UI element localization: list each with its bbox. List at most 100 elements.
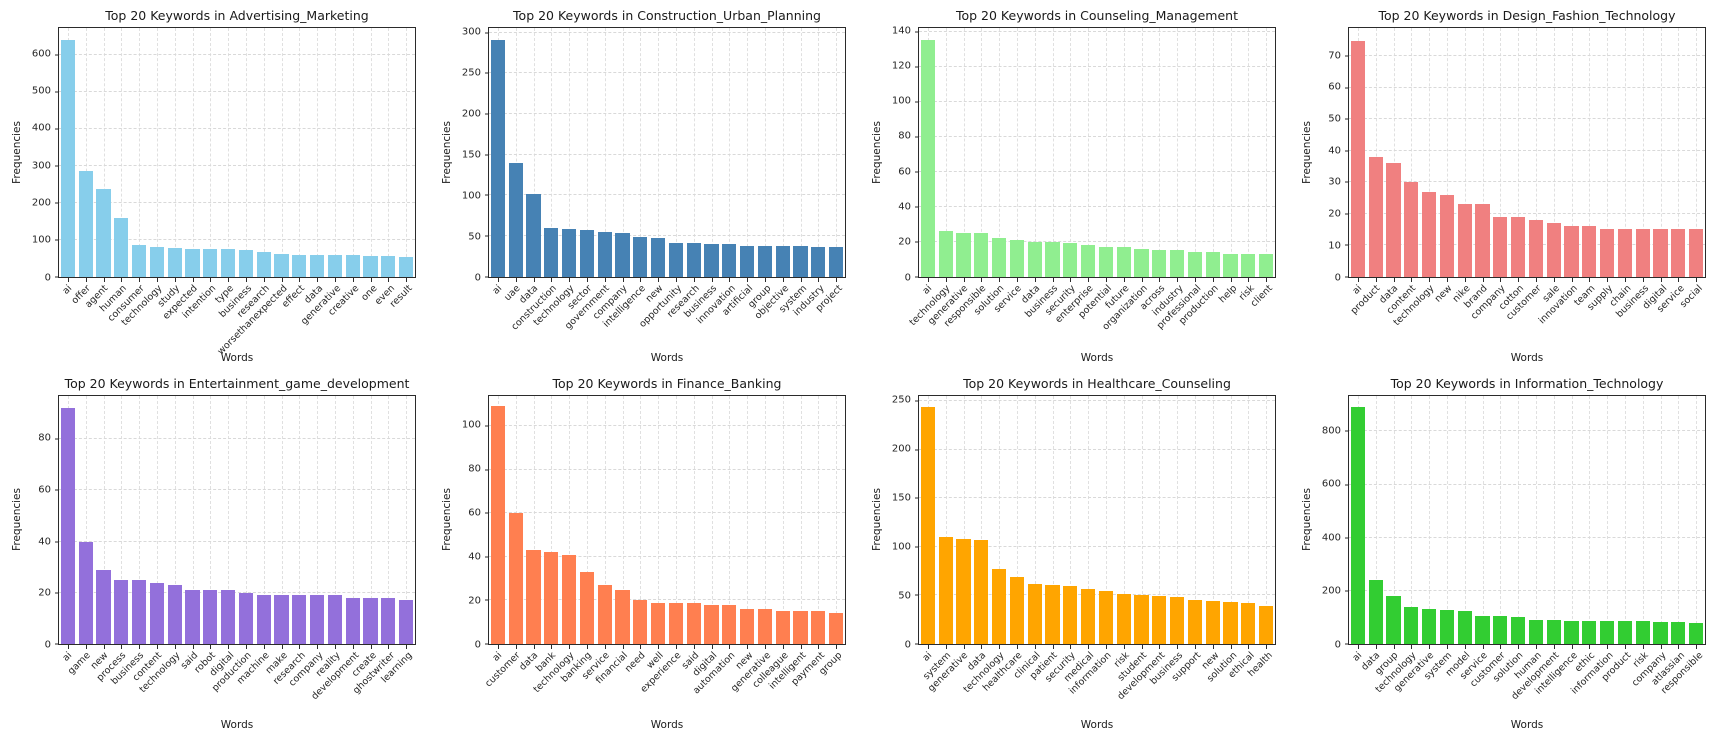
bar-even [381, 256, 396, 277]
y-tick-mark [485, 72, 489, 74]
h-gridline [1349, 149, 1705, 151]
bar-bank [544, 552, 559, 644]
v-gridline [1212, 28, 1214, 277]
y-tick-label: 100 [461, 190, 481, 202]
y-axis-label: Frequencies [11, 488, 23, 552]
h-gridline [919, 240, 1275, 242]
bar-innovation [1564, 226, 1579, 277]
bar-said [185, 590, 200, 644]
bar-security [1063, 243, 1078, 277]
v-gridline [981, 28, 983, 277]
x-tick-mark [1464, 277, 1466, 282]
v-gridline [406, 395, 408, 644]
x-tick-mark [1624, 645, 1626, 649]
bar-team [1582, 226, 1597, 277]
y-tick-mark [1345, 537, 1349, 539]
bar-digital [704, 604, 719, 644]
v-gridline [1518, 395, 1520, 644]
bar-generative [327, 255, 342, 277]
x-tick-labels: ai technology generative responsible solutio… [908, 278, 1276, 352]
x-tick-mark [1123, 277, 1125, 282]
x-tick-mark [1500, 277, 1502, 282]
v-gridline [945, 395, 947, 644]
y-tick-mark [485, 276, 489, 277]
y-tick-mark [55, 276, 59, 277]
v-gridline [1464, 395, 1466, 644]
v-gridline [1141, 395, 1143, 644]
v-gridline [1105, 28, 1107, 277]
x-tick-mark [927, 645, 929, 649]
v-gridline [836, 395, 838, 644]
x-tick-mark [1553, 645, 1555, 649]
y-tick-label: 0 [904, 272, 911, 283]
x-tick-mark [1642, 645, 1644, 649]
v-gridline [1500, 395, 1502, 644]
v-gridline [1016, 395, 1018, 644]
v-gridline [586, 395, 588, 644]
x-tick-mark [551, 277, 553, 282]
v-gridline [1607, 28, 1609, 277]
v-gridline [228, 28, 230, 277]
x-tick-mark [963, 645, 965, 649]
bar-data [1368, 580, 1383, 644]
bar-service [597, 585, 612, 644]
x-tick-mark [1429, 645, 1431, 649]
v-gridline [1660, 28, 1662, 277]
y-tick-label: 40 [468, 551, 481, 563]
x-tick-mark [999, 277, 1001, 282]
h-gridline [489, 599, 845, 601]
bar-student [1134, 595, 1149, 644]
v-gridline [139, 28, 141, 277]
x-tick-mark [1607, 277, 1609, 282]
x-tick-mark [515, 277, 517, 282]
x-tick-mark [640, 277, 642, 282]
x-tick-mark [281, 277, 283, 282]
v-gridline [1393, 395, 1395, 644]
y-tick-mark [1345, 276, 1349, 277]
x-tick-mark [800, 277, 802, 282]
bar-ethical [1241, 603, 1256, 644]
x-tick-labels: ai offer agent human consumer technology study… [58, 278, 416, 357]
v-gridline [551, 28, 553, 277]
v-gridline [658, 28, 660, 277]
bar-potential [1098, 246, 1113, 277]
x-tick-mark [406, 277, 408, 282]
y-tick-label: 300 [31, 160, 51, 172]
x-tick-labels: ai customer data bank technology banking servi… [483, 645, 846, 719]
y-tick-mark [915, 276, 919, 277]
bar-system [938, 537, 953, 644]
v-gridline [352, 395, 354, 644]
x-tick-mark [85, 645, 87, 649]
v-gridline [1429, 28, 1431, 277]
h-gridline [59, 201, 415, 203]
y-tick-mark [915, 241, 919, 242]
h-gridline [489, 425, 845, 427]
x-tick-mark [927, 277, 929, 282]
y-tick-mark [1345, 55, 1349, 57]
bar-product [1617, 620, 1632, 644]
x-tick-mark [729, 277, 731, 282]
x-tick-mark [370, 645, 372, 649]
v-gridline [370, 28, 372, 277]
v-gridline [711, 395, 713, 644]
x-tick-mark [1446, 645, 1448, 649]
x-tick-mark [569, 277, 571, 282]
bar-generative [757, 609, 772, 644]
y-axis: 0 20 40 60 80 100 [454, 395, 488, 651]
bar-health [1258, 606, 1274, 644]
v-gridline [1248, 395, 1250, 644]
bar-risk [1241, 253, 1256, 277]
bar-service [1671, 229, 1686, 277]
x-tick-mark [693, 645, 695, 649]
bar-generative [956, 232, 971, 277]
x-tick-mark [299, 645, 301, 649]
x-tick-mark [1429, 277, 1431, 282]
y-tick-label: 80 [898, 130, 911, 142]
y-tick-label: 20 [38, 587, 51, 599]
y-axis: 0 20 40 60 80 [24, 395, 58, 651]
x-tick-mark [693, 277, 695, 282]
h-gridline [1349, 181, 1705, 183]
x-tick-mark [1571, 277, 1573, 282]
h-gridline [919, 30, 1275, 32]
